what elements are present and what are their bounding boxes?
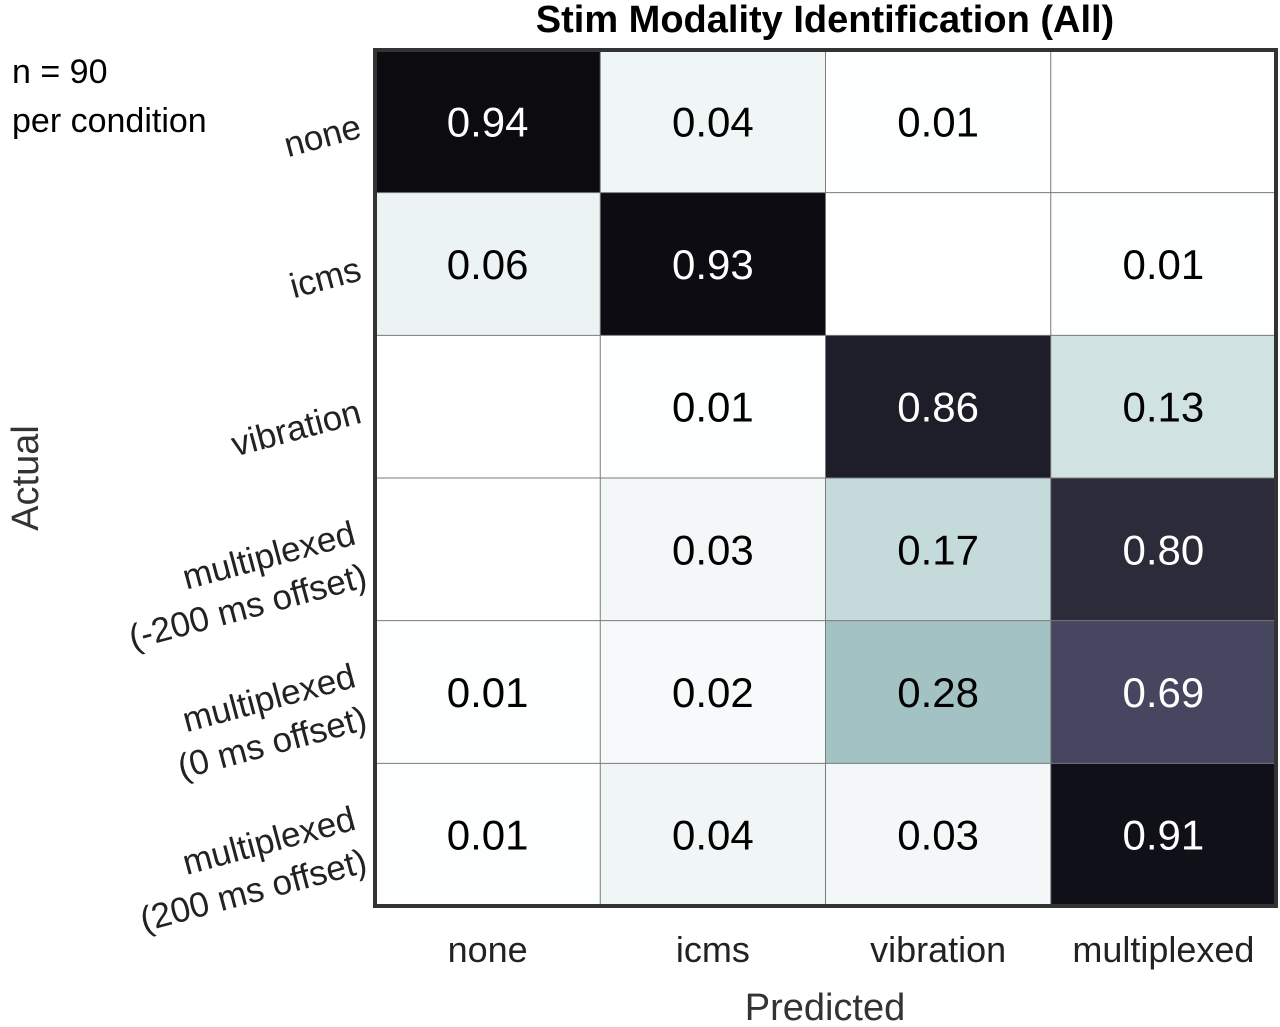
cell-value-label: 0.01 — [672, 384, 754, 431]
y-axis-label: Actual — [5, 425, 47, 531]
y-tick-label-line: vibration — [227, 392, 365, 464]
cell-value-label: 0.01 — [1123, 241, 1205, 288]
heatmap-cell — [825, 335, 1051, 478]
cell-value-label: 0.86 — [897, 384, 979, 431]
y-tick-label-line: icms — [286, 250, 366, 306]
cell-value-label: 0.91 — [1123, 812, 1205, 859]
heatmap-cell — [600, 620, 826, 764]
x-tick-label: vibration — [870, 929, 1006, 970]
heatmap-cell — [1050, 335, 1276, 478]
x-axis-label: Predicted — [745, 987, 906, 1027]
heatmap-cell — [600, 50, 826, 193]
cell-value-label: 0.03 — [672, 526, 754, 573]
cell-value-label: 0.03 — [897, 812, 979, 859]
heatmap-gridlines — [375, 50, 1276, 906]
heatmap-cell — [600, 763, 826, 906]
y-tick-labels: none icms vibration multiplexed(-200 ms off… — [125, 107, 371, 940]
cell-value-label: 0.94 — [447, 98, 529, 145]
heatmap-cell — [1050, 192, 1276, 336]
cell-value-label: 0.93 — [672, 241, 754, 288]
heatmap-value-labels: 0.94 0.04 0.01 0.06 0.93 0.01 0.01 0.86 0.13 0.03… — [447, 98, 1205, 858]
heatmap-cell — [1050, 620, 1276, 764]
heatmap-cell — [825, 763, 1051, 906]
sample-size-annotation: n = 90 per condition — [12, 53, 207, 140]
x-tick-label: multiplexed — [1072, 929, 1254, 970]
cell-value-label: 0.04 — [672, 812, 754, 859]
cell-value-label: 0.04 — [672, 98, 754, 145]
heatmap-cell — [375, 192, 601, 336]
heatmap-cells — [375, 50, 1276, 906]
y-tick-label-line: none — [280, 107, 365, 165]
heatmap-cell — [375, 620, 601, 764]
cell-value-label: 0.01 — [447, 812, 529, 859]
heatmap-cell — [600, 335, 826, 478]
heatmap-cell — [375, 335, 601, 478]
heatmap-cell — [1050, 763, 1276, 906]
cell-value-label: 0.17 — [897, 526, 979, 573]
x-tick-label: none — [448, 929, 528, 970]
y-tick-label: vibration — [227, 392, 365, 464]
sample-size-line-1: n = 90 — [12, 53, 107, 91]
y-tick-label: multiplexed(-200 ms offset) — [125, 514, 371, 657]
sample-size-line-2: per condition — [12, 102, 207, 140]
heatmap-cell — [1050, 478, 1276, 621]
x-tick-labels: none icms vibration multiplexed — [448, 929, 1255, 970]
plot-border — [373, 48, 1278, 908]
cell-value-label: 0.69 — [1123, 669, 1205, 716]
y-tick-label: icms — [286, 250, 366, 306]
heatmap-cell — [375, 50, 601, 193]
heatmap-cell — [375, 763, 601, 906]
cell-value-label: 0.02 — [672, 669, 754, 716]
heatmap-cell — [825, 192, 1051, 336]
cell-value-label: 0.06 — [447, 241, 529, 288]
heatmap-cell — [825, 620, 1051, 764]
y-tick-label: none — [280, 107, 365, 165]
heatmap-cell — [825, 50, 1051, 193]
heatmap-cell — [600, 192, 826, 336]
y-tick-label: multiplexed(200 ms offset) — [136, 799, 371, 939]
cell-value-label: 0.80 — [1123, 526, 1205, 573]
heatmap-cell — [600, 478, 826, 621]
heatmap-cell — [825, 478, 1051, 621]
heatmap-cell — [1050, 50, 1276, 193]
x-tick-label: icms — [676, 929, 750, 970]
chart-title: Stim Modality Identification (All) — [536, 0, 1114, 41]
heatmap-cell — [375, 478, 601, 621]
cell-value-label: 0.28 — [897, 669, 979, 716]
cell-value-label: 0.13 — [1123, 384, 1205, 431]
cell-value-label: 0.01 — [897, 98, 979, 145]
cell-value-label: 0.01 — [447, 669, 529, 716]
y-tick-label: multiplexed(0 ms offset) — [173, 657, 370, 787]
